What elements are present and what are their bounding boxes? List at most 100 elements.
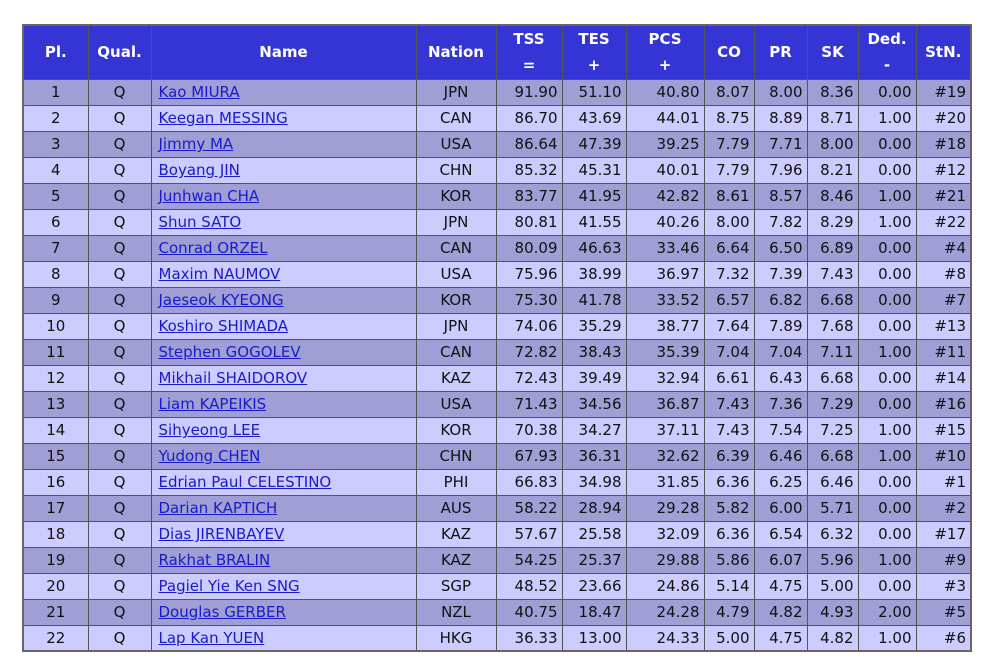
cell: 8.21 (806, 156, 859, 184)
cell: 35.29 (561, 312, 627, 340)
cell: Q (87, 234, 152, 262)
skater-link[interactable]: Darian KAPTICH (158, 499, 278, 517)
cell: 36.31 (561, 442, 627, 470)
skater-link[interactable]: Douglas GERBER (158, 603, 286, 621)
cell: 18.47 (561, 598, 627, 626)
cell: 7.89 (753, 312, 808, 340)
cell: 6.68 (806, 364, 859, 392)
cell: 40.01 (625, 156, 705, 184)
result-row: 7 Q Conrad ORZEL CAN 80.09 46.63 33.46 6.64 6.50… (22, 234, 972, 262)
cell: 8.29 (806, 208, 859, 236)
header-text: Qual. (97, 43, 142, 62)
cell: 5.00 (806, 572, 859, 600)
cell: 75.96 (495, 260, 563, 288)
cell: 8.57 (753, 182, 808, 210)
cell: 6.25 (753, 468, 808, 496)
cell: 21 (22, 598, 89, 626)
cell: 25.37 (561, 546, 627, 574)
cell: 1.00 (857, 104, 917, 132)
cell: Koshiro SHIMADA (150, 312, 417, 340)
cell: 24.28 (625, 598, 705, 626)
skater-link[interactable]: Koshiro SHIMADA (158, 317, 289, 335)
cell: Junhwan CHA (150, 182, 417, 210)
cell: 2.00 (857, 598, 917, 626)
cell: 74.06 (495, 312, 563, 340)
cell: 41.95 (561, 182, 627, 210)
cell: 34.27 (561, 416, 627, 444)
cell: 46.63 (561, 234, 627, 262)
cell: 0.00 (857, 260, 917, 288)
results-table: Pl. Qual. Name Nation TSS = TES + PCS + CO PR SK Ded.… (22, 24, 972, 652)
skater-link[interactable]: Jimmy MA (158, 135, 234, 153)
skater-link[interactable]: Pagiel Yie Ken SNG (158, 577, 300, 595)
cell: CAN (415, 104, 497, 132)
skater-link[interactable]: Boyang JIN (158, 161, 240, 179)
cell: 4.93 (806, 598, 859, 626)
cell: Q (87, 390, 152, 418)
cell: #9 (915, 546, 972, 574)
skater-link[interactable]: Jaeseok KYEONG (158, 291, 284, 309)
cell: #10 (915, 442, 972, 470)
cell: 7.43 (703, 416, 755, 444)
cell: 5.00 (703, 624, 755, 652)
cell: Lap Kan YUEN (150, 624, 417, 652)
skater-link[interactable]: Kao MIURA (158, 83, 240, 101)
skater-link[interactable]: Edrian Paul CELESTINO (158, 473, 332, 491)
cell: 0.00 (857, 364, 917, 392)
cell: JPN (415, 78, 497, 106)
cell: 51.10 (561, 78, 627, 106)
cell: Pagiel Yie Ken SNG (150, 572, 417, 600)
cell: PHI (415, 468, 497, 496)
cell: 6.68 (806, 286, 859, 314)
cell: 6.36 (703, 520, 755, 548)
skater-link[interactable]: Keegan MESSING (158, 109, 288, 127)
cell: Q (87, 338, 152, 366)
cell: SGP (415, 572, 497, 600)
cell: #8 (915, 260, 972, 288)
result-row: 6 Q Shun SATO JPN 80.81 41.55 40.26 8.00 7.82 8.2… (22, 208, 972, 236)
skater-link[interactable]: Junhwan CHA (158, 187, 260, 205)
cell: 0.00 (857, 520, 917, 548)
skater-link[interactable]: Dias JIRENBAYEV (158, 525, 285, 543)
result-row: 3 Q Jimmy MA USA 86.64 47.39 39.25 7.79 7.71 8.00… (22, 130, 972, 158)
skater-link[interactable]: Lap Kan YUEN (158, 628, 265, 647)
cell: #5 (915, 598, 972, 626)
cell: USA (415, 260, 497, 288)
cell: AUS (415, 494, 497, 522)
cell: CAN (415, 338, 497, 366)
header-text: + (658, 56, 672, 75)
cell: 7.43 (703, 390, 755, 418)
cell: 4.79 (703, 598, 755, 626)
cell: USA (415, 130, 497, 158)
column-header: Ded. - (857, 24, 917, 80)
cell: 3 (22, 130, 89, 158)
result-row: 19 Q Rakhat BRALIN KAZ 54.25 25.37 29.88 5.86 6.… (22, 546, 972, 574)
skater-link[interactable]: Liam KAPEIKIS (158, 395, 267, 413)
header-text: + (587, 56, 601, 75)
cell: #13 (915, 312, 972, 340)
cell: 7.04 (753, 338, 808, 366)
skater-link[interactable]: Yudong CHEN (158, 447, 261, 465)
skater-link[interactable]: Sihyeong LEE (158, 421, 261, 439)
column-header: Nation (415, 24, 497, 80)
skater-link[interactable]: Shun SATO (158, 213, 242, 231)
cell: 7.25 (806, 416, 859, 444)
cell: 86.70 (495, 104, 563, 132)
column-header: Pl. (22, 24, 89, 80)
cell: 7.64 (703, 312, 755, 340)
skater-link[interactable]: Mikhail SHAIDOROV (158, 369, 308, 387)
cell: 35.39 (625, 338, 705, 366)
skater-link[interactable]: Rakhat BRALIN (158, 551, 271, 569)
cell: 13 (22, 390, 89, 418)
cell: 6.57 (703, 286, 755, 314)
cell: 80.81 (495, 208, 563, 236)
cell: 70.38 (495, 416, 563, 444)
cell: 12 (22, 364, 89, 392)
skater-link[interactable]: Maxim NAUMOV (158, 265, 281, 283)
cell: #21 (915, 182, 972, 210)
skater-link[interactable]: Stephen GOGOLEV (158, 343, 301, 361)
cell: Darian KAPTICH (150, 494, 417, 522)
cell: 8.07 (703, 78, 755, 106)
cell: Q (87, 364, 152, 392)
skater-link[interactable]: Conrad ORZEL (158, 239, 268, 257)
